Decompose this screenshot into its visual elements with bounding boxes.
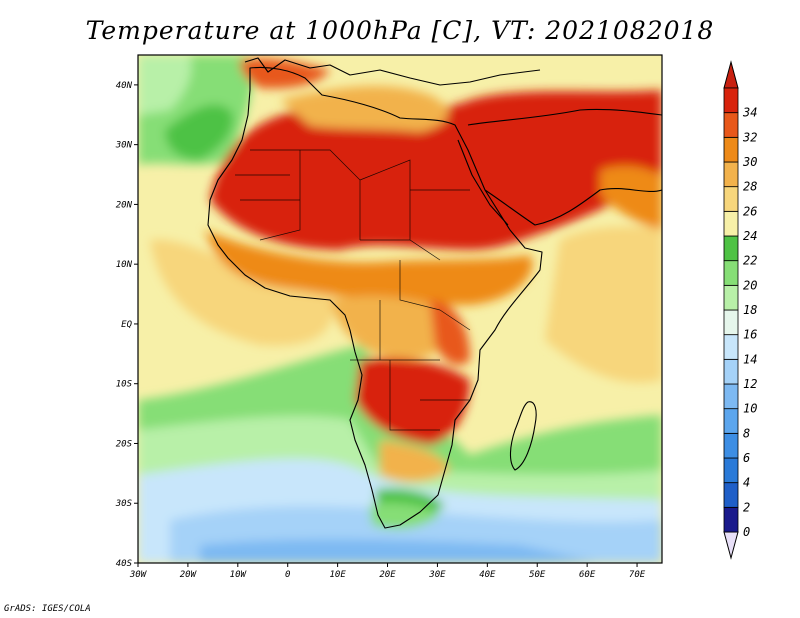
lat-tick-label: 10N xyxy=(116,260,133,270)
lon-tick-label: 50E xyxy=(529,570,546,580)
lon-tick-label: 20W xyxy=(180,570,198,580)
lat-tick-label: 30S xyxy=(115,499,133,509)
colorbar-segment xyxy=(723,334,739,360)
plot-frame xyxy=(137,54,663,564)
lon-tick-label: 30E xyxy=(428,570,446,580)
sahel-band xyxy=(205,230,533,305)
colorbar-segment xyxy=(723,87,739,114)
lat-tick-label: 20S xyxy=(116,439,133,449)
arabia-outline xyxy=(467,108,662,226)
lon-tick-label: 70E xyxy=(629,570,646,580)
map-title: Temperature at 1000hPa [C], VT: 20210820… xyxy=(85,16,715,45)
colorbar-segment xyxy=(723,506,739,533)
central-africa-mild xyxy=(330,295,453,360)
southern-africa-warm-edge xyxy=(380,440,450,482)
colorbar-label: 34 xyxy=(742,106,757,120)
colorbar-under-triangle xyxy=(723,531,739,560)
colorbar-label: 0 xyxy=(743,525,750,539)
mediterranean-band xyxy=(280,85,449,132)
colorbar-label: 30 xyxy=(742,155,757,169)
colorbar-label: 24 xyxy=(743,229,757,243)
lon-tick-label: 10W xyxy=(230,570,248,580)
madagascar-outline xyxy=(509,401,537,471)
colorbar-segment xyxy=(723,432,739,459)
colorbar-label: 28 xyxy=(743,180,757,194)
colorbar-segment xyxy=(723,457,739,484)
colorbar-segment xyxy=(723,383,739,410)
colorbar-over-triangle xyxy=(723,60,739,89)
colorbar-segment xyxy=(723,161,739,188)
europe-coast xyxy=(244,57,541,86)
colorbar-label: 18 xyxy=(743,303,757,317)
colorbar-segment xyxy=(723,210,739,237)
colorbar-segment xyxy=(723,136,739,163)
colorbar-segment xyxy=(723,260,739,286)
arabia-orange-rim xyxy=(600,165,662,230)
lat-tick-label: EQ xyxy=(121,320,132,330)
gulf-guinea-warm xyxy=(150,239,334,346)
indian-ocean-warm xyxy=(545,225,662,383)
colorbar-segment xyxy=(723,235,739,262)
colorbar-label: 26 xyxy=(743,204,757,218)
colorbar-label: 14 xyxy=(743,352,757,366)
colorbar-label: 12 xyxy=(743,377,757,391)
lat-tick-label: 30N xyxy=(115,141,133,151)
grads-credit: GrADS: IGES/COLA xyxy=(4,604,91,614)
colorbar-label: 20 xyxy=(743,278,757,292)
colorbar-label: 8 xyxy=(743,426,750,440)
lat-tick-label: 20N xyxy=(116,200,133,210)
atlantic-lightgreen-strip xyxy=(138,55,192,115)
colorbar-segment xyxy=(723,112,739,138)
lon-tick-label: 0 xyxy=(285,570,290,580)
colorbar-label: 2 xyxy=(743,500,750,514)
lat-tick-label: 40S xyxy=(116,559,133,569)
temperature-map: 30W 20W 10W 0 10E 20E 30E 40E 50E 60E 70E 40N 30N 20N… xyxy=(115,54,757,580)
colorbar-label: 22 xyxy=(743,254,757,268)
colorbar-segment xyxy=(723,309,739,336)
colorbar-label: 16 xyxy=(743,328,757,342)
country-borders xyxy=(235,149,471,431)
colorbar-segment xyxy=(723,358,739,385)
southern-africa-hot xyxy=(355,358,470,445)
colorbar-label: 4 xyxy=(743,476,750,490)
lon-tick-label: 40E xyxy=(479,570,496,580)
red-sea-shore xyxy=(457,139,509,226)
colorbar-segment xyxy=(723,186,739,212)
east-africa-hot xyxy=(430,300,470,365)
colorbar-segment xyxy=(723,408,739,434)
lat-tick-label: 40N xyxy=(116,81,133,91)
colorbar-label: 10 xyxy=(743,402,757,416)
atlantic-darkgreen-patch xyxy=(165,104,234,160)
lon-tick-label: 10E xyxy=(329,570,346,580)
sahara-hot-core xyxy=(210,90,662,250)
lon-tick-label: 30W xyxy=(129,570,148,580)
africa-coastline xyxy=(207,66,543,529)
lon-tick-label: 60E xyxy=(579,570,596,580)
colorbar-label: 32 xyxy=(742,130,757,144)
lat-tick-label: 10S xyxy=(116,380,133,390)
lon-tick-label: 20E xyxy=(379,570,396,580)
southern-deep-blue-patch xyxy=(200,539,600,563)
colorbar-label: 6 xyxy=(743,451,750,465)
colorbar-segment xyxy=(723,482,739,508)
colorbar-segment xyxy=(723,284,739,311)
